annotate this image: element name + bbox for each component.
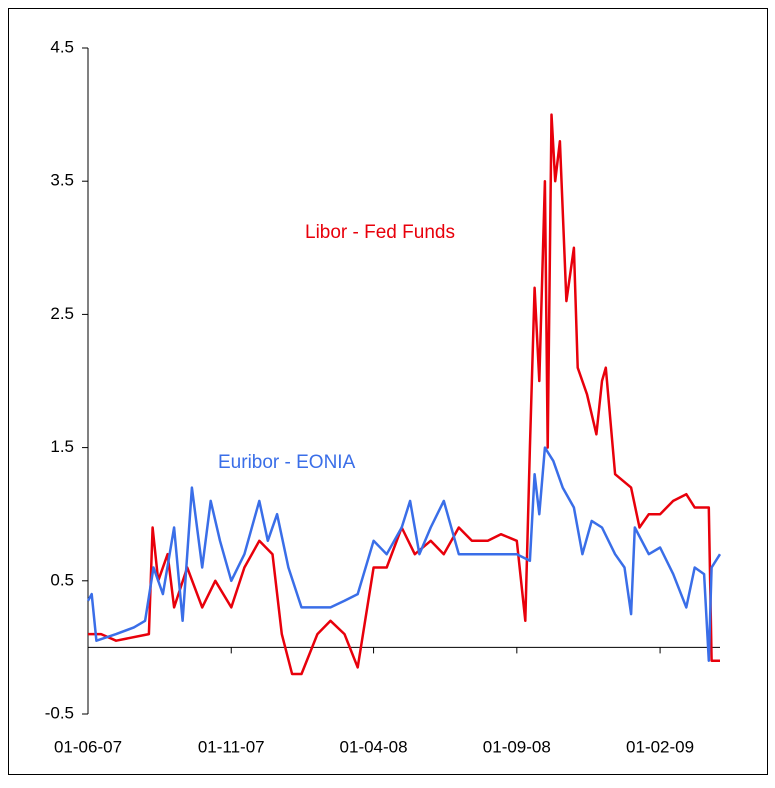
x-tick-label: 01-02-09: [626, 737, 694, 756]
x-tick-label: 01-11-07: [198, 737, 265, 756]
y-tick-label: 2.5: [50, 304, 74, 323]
y-tick-label: 4.5: [50, 37, 74, 56]
line-series: [86, 446, 722, 662]
y-tick-label: 0.5: [50, 570, 74, 589]
series-label: Libor - Fed Funds: [305, 222, 455, 243]
y-tick-label: -0.5: [45, 703, 74, 722]
x-tick-label: 01-06-07: [54, 737, 122, 756]
x-tick-label: 01-04-08: [340, 737, 408, 756]
series-label: Euribor - EONIA: [218, 452, 356, 473]
chart-frame: [8, 8, 768, 775]
y-tick-label: 3.5: [50, 171, 74, 190]
y-tick-label: 1.5: [50, 437, 74, 456]
x-tick-label: 01-09-08: [483, 737, 551, 756]
line-series: [88, 113, 720, 676]
